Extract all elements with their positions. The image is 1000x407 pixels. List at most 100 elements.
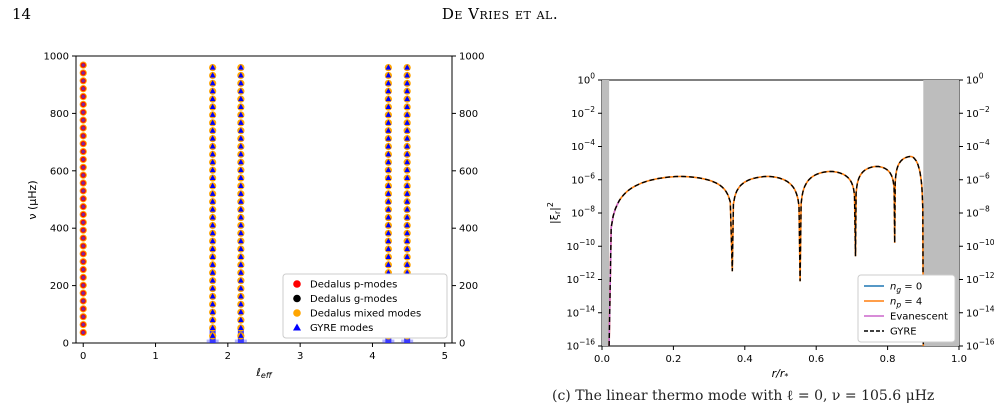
- gyre-mode-marker: [209, 245, 216, 252]
- left-y-tick-label: 400: [50, 224, 69, 235]
- gyre-overlap-point: [81, 228, 85, 232]
- gyre-overlap-point: [81, 275, 85, 279]
- g-mode-spike-base: [401, 339, 414, 343]
- gyre-mode-marker: [209, 174, 216, 181]
- left-y-tick-label-right: 800: [459, 109, 478, 120]
- gyre-mode-marker: [385, 198, 392, 204]
- gyre-mode-marker: [209, 324, 216, 331]
- gyre-mode-marker: [385, 80, 392, 86]
- legend-marker-gyre: [293, 323, 301, 331]
- gyre-mode-marker: [404, 80, 410, 86]
- left-y-tick-label-right: 1000: [459, 52, 484, 63]
- right-y-tick-label: 10−4: [571, 138, 595, 153]
- gyre-overlap-point: [81, 126, 85, 130]
- gyre-mode-marker: [404, 64, 410, 70]
- gyre-mode-marker: [209, 214, 216, 220]
- gyre-overlap-point: [81, 330, 85, 335]
- gyre-mode-marker: [404, 119, 410, 125]
- right-x-tick-label: 0.8: [880, 354, 896, 365]
- gyre-mode-marker: [404, 182, 410, 188]
- gyre-mode-marker: [209, 316, 216, 323]
- gyre-mode-marker: [238, 332, 244, 338]
- gyre-mode-marker: [404, 174, 410, 181]
- gyre-mode-marker: [209, 80, 216, 86]
- legend-label: GYRE modes: [310, 323, 373, 334]
- gyre-mode-marker: [404, 222, 410, 228]
- left-legend: Dedalus p-modes Dedalus g-modes Dedalus mi…: [282, 273, 448, 339]
- gyre-mode-marker: [209, 64, 216, 70]
- gyre-overlap-point: [81, 118, 85, 122]
- gyre-mode-marker: [385, 182, 392, 188]
- gyre-mode-marker: [238, 182, 244, 188]
- gyre-mode-marker: [404, 111, 410, 117]
- gyre-mode-marker: [404, 135, 410, 141]
- gyre-mode-marker: [209, 135, 216, 141]
- right-x-tick-label: 1.0: [951, 354, 967, 365]
- gyre-mode-marker: [238, 253, 244, 259]
- gyre-mode-marker: [404, 151, 410, 157]
- right-y-tick-label-right: 10−14: [966, 304, 995, 319]
- gyre-overlap-point: [81, 299, 85, 303]
- gyre-mode-marker: [385, 135, 392, 141]
- left-y-tick-label: 1000: [44, 52, 69, 63]
- legend-marker: [293, 309, 301, 317]
- gyre-mode-marker: [385, 269, 392, 275]
- eigenfunction-chart: 0.0 0.2 0.4 0.6 0.8 1.0 100 100 10−2 10−2 10−4 10−4…: [546, 72, 995, 382]
- gyre-mode-marker: [209, 127, 216, 133]
- gyre-mode-marker: [238, 301, 244, 307]
- gyre-mode-marker: [238, 119, 244, 125]
- left-y-tick-label: 0: [63, 339, 69, 350]
- right-legend-box: [857, 274, 956, 343]
- gyre-mode-marker: [238, 238, 244, 244]
- legend-label: Dedalus mixed modes: [310, 309, 421, 320]
- gyre-mode-marker: [238, 72, 244, 78]
- gyre-mode-marker: [238, 166, 244, 173]
- gyre-mode-marker: [238, 206, 244, 212]
- gyre-mode-marker: [385, 245, 392, 252]
- gyre-overlap-point: [81, 142, 85, 146]
- gyre-mode-marker: [385, 111, 392, 117]
- left-y-tick-label: 200: [50, 281, 69, 292]
- gyre-mode-marker: [385, 166, 392, 173]
- gyre-mode-marker: [209, 261, 216, 267]
- gyre-mode-marker: [238, 293, 244, 299]
- left-x-tick-label: 2: [225, 351, 231, 362]
- gyre-mode-marker: [385, 95, 392, 102]
- legend-label: np = 4: [890, 297, 922, 310]
- gyre-mode-marker: [209, 190, 216, 196]
- right-y-axis-label: |ξr|2: [546, 202, 562, 224]
- gyre-overlap-point: [81, 87, 85, 91]
- gyre-mode-marker: [385, 230, 392, 236]
- gyre-mode-marker: [238, 95, 244, 102]
- gyre-mode-marker: [209, 143, 216, 149]
- gyre-mode-marker: [209, 159, 216, 165]
- gyre-mode-marker: [238, 222, 244, 228]
- gyre-mode-marker: [209, 238, 216, 244]
- gyre-mode-marker: [238, 135, 244, 141]
- left-x-tick-label: 0: [80, 351, 86, 362]
- gyre-mode-marker: [385, 190, 392, 196]
- right-y-tick-label-right: 10−10: [966, 238, 995, 253]
- left-y-tick-label-right: 600: [459, 166, 478, 177]
- gyre-mode-marker: [404, 214, 410, 220]
- gyre-overlap-point: [81, 110, 85, 114]
- gyre-mode-marker: [385, 159, 392, 165]
- g-mode-spike-base: [234, 339, 247, 343]
- gyre-mode-marker: [385, 119, 392, 125]
- right-y-tick-label: 100: [577, 72, 595, 87]
- gyre-mode-marker: [209, 277, 216, 283]
- gyre-mode-marker: [238, 269, 244, 275]
- gyre-curve: [608, 155, 924, 347]
- gyre-mode-marker: [404, 198, 410, 204]
- gyre-overlap-point: [81, 244, 85, 248]
- gyre-overlap-point: [81, 260, 85, 264]
- gyre-mode-marker: [238, 230, 244, 236]
- legend-label: Dedalus g-modes: [310, 294, 397, 305]
- gyre-mode-marker: [385, 88, 392, 94]
- gyre-mode-marker: [238, 316, 244, 323]
- gyre-mode-marker: [404, 166, 410, 173]
- right-y-tick-label-right: 10−12: [966, 271, 995, 286]
- shaded-region: [602, 80, 610, 346]
- left-x-tick-label: 3: [297, 351, 303, 362]
